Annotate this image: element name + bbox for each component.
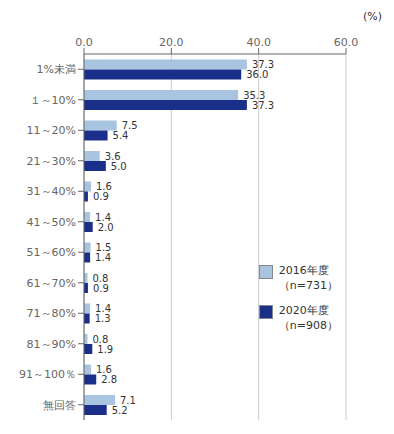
html-text:2016年度: 2016年度 — [278, 264, 329, 277]
svg-text:40.0: 40.0 — [246, 36, 271, 49]
html-text:2020年度: 2020年度 — [278, 304, 329, 317]
svg-text:21～30%: 21～30% — [27, 155, 76, 168]
svg-text:0.9: 0.9 — [93, 283, 109, 294]
svg-text:51～60%: 51～60% — [27, 246, 76, 259]
svg-text:0.9: 0.9 — [93, 191, 109, 202]
svg-text:１～10%: １～10% — [30, 94, 76, 107]
html-text:（n=908）: （n=908） — [278, 319, 338, 332]
svg-text:41～50%: 41～50% — [27, 216, 76, 229]
svg-text:1.4: 1.4 — [95, 252, 111, 263]
svg-text:7.5: 7.5 — [121, 120, 138, 131]
svg-text:11～20%: 11～20% — [27, 124, 76, 137]
svg-text:3.6: 3.6 — [104, 150, 121, 162]
svg-text:60.0: 60.0 — [334, 36, 359, 49]
svg-text:1.6: 1.6 — [96, 364, 112, 375]
svg-text:0.8: 0.8 — [92, 333, 109, 345]
svg-text:0.0: 0.0 — [75, 36, 93, 49]
svg-text:1.4: 1.4 — [95, 211, 111, 223]
svg-text:2.0: 2.0 — [98, 222, 114, 233]
html-text:（n=731）: （n=731） — [278, 279, 338, 292]
svg-text:5.2: 5.2 — [112, 405, 128, 416]
svg-text:1.3: 1.3 — [95, 313, 111, 324]
svg-text:81～90%: 81～90% — [27, 338, 76, 351]
svg-text:20.0: 20.0 — [159, 36, 184, 49]
svg-text:7.1: 7.1 — [120, 394, 136, 406]
svg-text:71～80%: 71～80% — [27, 307, 76, 320]
svg-text:1.6: 1.6 — [96, 181, 112, 192]
svg-text:1.4: 1.4 — [95, 303, 111, 314]
svg-text:2.8: 2.8 — [101, 374, 117, 385]
svg-text:0.8: 0.8 — [92, 272, 109, 284]
svg-text:31～40%: 31～40% — [27, 185, 76, 198]
svg-text:35.3: 35.3 — [243, 89, 266, 101]
svg-text:91～100％: 91～100％ — [19, 368, 76, 381]
svg-text:5.4: 5.4 — [113, 130, 129, 141]
svg-text:37.3: 37.3 — [252, 100, 274, 111]
svg-text:36.0: 36.0 — [246, 69, 268, 80]
svg-text:37.3: 37.3 — [251, 59, 275, 70]
svg-text:1.9: 1.9 — [97, 344, 113, 355]
svg-text:1%未満: 1%未満 — [37, 63, 76, 76]
svg-text:無回答: 無回答 — [43, 399, 76, 412]
svg-text:61～70%: 61～70% — [27, 277, 76, 290]
svg-text:5.0: 5.0 — [111, 161, 127, 172]
svg-text:1.5: 1.5 — [95, 242, 112, 253]
